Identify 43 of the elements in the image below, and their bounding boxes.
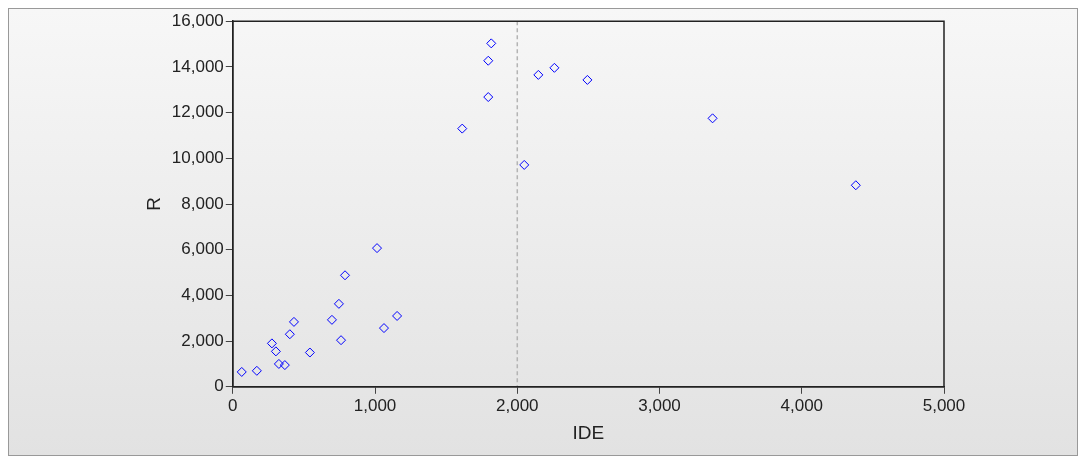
point	[270, 346, 281, 357]
point	[486, 38, 497, 49]
x-tick-label: 5,000	[922, 395, 966, 415]
x-axis-title: IDE	[572, 421, 605, 443]
point	[533, 69, 544, 80]
point	[582, 74, 593, 85]
x-tick-label: 4,000	[780, 395, 824, 415]
y-tick-label: 14,000	[171, 56, 224, 76]
point	[273, 358, 284, 369]
point	[284, 329, 295, 340]
point	[336, 335, 347, 346]
y-tick-label: 16,000	[171, 10, 224, 30]
y-tick-label: 6,000	[181, 239, 224, 259]
point	[483, 92, 494, 103]
x-tick-label: 0	[228, 395, 238, 415]
point	[251, 365, 262, 376]
point	[326, 314, 337, 325]
point	[372, 243, 383, 254]
y-axis-title: R	[142, 197, 164, 211]
point	[333, 298, 344, 309]
point	[549, 62, 560, 73]
point	[850, 180, 861, 191]
point	[379, 323, 389, 334]
y-tick-label: 0	[214, 376, 224, 396]
point	[392, 310, 403, 321]
point	[519, 159, 530, 170]
y-tick-label: 2,000	[181, 330, 224, 350]
y-tick-label: 4,000	[181, 285, 224, 305]
y-tick-label: 8,000	[181, 193, 224, 213]
point	[483, 55, 494, 66]
point	[707, 113, 718, 124]
x-tick-label: 2,000	[496, 395, 539, 415]
point	[340, 270, 351, 281]
x-tick-label: 1,000	[353, 395, 397, 415]
point	[236, 366, 247, 377]
point	[266, 338, 277, 349]
y-tick-label: 12,000	[171, 102, 224, 122]
point	[288, 316, 299, 327]
y-tick-label: 10,000	[171, 147, 224, 167]
x-tick-label: 3,000	[638, 395, 681, 415]
point	[304, 347, 315, 358]
point	[457, 123, 468, 134]
point	[279, 360, 290, 371]
